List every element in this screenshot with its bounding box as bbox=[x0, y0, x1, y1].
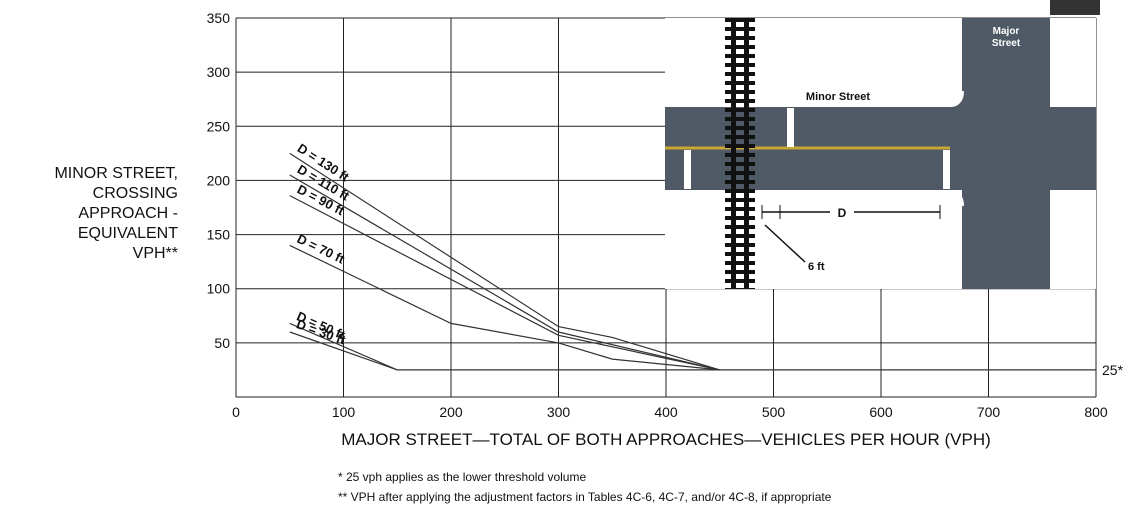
y-tick-label: 50 bbox=[214, 335, 230, 351]
series-label: D = 70 ft bbox=[295, 231, 348, 267]
series-line bbox=[289, 244, 720, 371]
marks bbox=[289, 152, 1096, 371]
x-axis-label: MAJOR STREET—TOTAL OF BOTH APPROACHES—VE… bbox=[341, 430, 991, 449]
y-axis-label: VPH** bbox=[133, 245, 178, 262]
y-tick-label: 250 bbox=[207, 118, 231, 134]
y-axis-label: MINOR STREET, bbox=[54, 165, 178, 182]
corner-box bbox=[1050, 0, 1100, 15]
x-tick-label: 200 bbox=[439, 404, 463, 420]
series-line bbox=[289, 322, 398, 371]
minor-street-label: Minor Street bbox=[806, 91, 871, 103]
x-tick-label: 600 bbox=[869, 404, 893, 420]
x-tick-label: 700 bbox=[977, 404, 1001, 420]
y-tick-label: 350 bbox=[207, 10, 231, 26]
series-line bbox=[289, 174, 720, 371]
labels: 0 100 200 300 400 500 600 700 800 50 100 150 200 250 3… bbox=[54, 10, 1123, 504]
offset-label: 6 ft bbox=[808, 261, 825, 273]
y-tick-label: 300 bbox=[207, 64, 231, 80]
footnote: ** VPH after applying the adjustment fac… bbox=[338, 490, 832, 504]
x-tick-label: 300 bbox=[547, 404, 571, 420]
threshold-label: 25* bbox=[1102, 362, 1124, 378]
y-axis-label: CROSSING bbox=[93, 185, 178, 202]
series-line bbox=[289, 152, 720, 371]
inset-diagram: D 6 ft Minor Street Major Street bbox=[665, 18, 1096, 289]
major-street-label: Major bbox=[993, 26, 1020, 37]
major-street-label: Street bbox=[992, 38, 1021, 49]
series-line bbox=[289, 331, 398, 371]
y-tick-label: 200 bbox=[207, 172, 231, 188]
y-axis-label: APPROACH - bbox=[78, 205, 178, 222]
x-tick-label: 500 bbox=[762, 404, 786, 420]
x-tick-label: 400 bbox=[654, 404, 678, 420]
y-axis-label: EQUIVALENT bbox=[78, 225, 178, 242]
footnote: * 25 vph applies as the lower threshold … bbox=[338, 470, 586, 484]
y-tick-label: 150 bbox=[207, 227, 231, 243]
d-label: D bbox=[838, 206, 847, 220]
series-line bbox=[289, 195, 720, 371]
x-tick-label: 800 bbox=[1084, 404, 1108, 420]
x-tick-label: 0 bbox=[232, 404, 240, 420]
y-tick-label: 100 bbox=[207, 281, 231, 297]
x-tick-label: 100 bbox=[332, 404, 356, 420]
